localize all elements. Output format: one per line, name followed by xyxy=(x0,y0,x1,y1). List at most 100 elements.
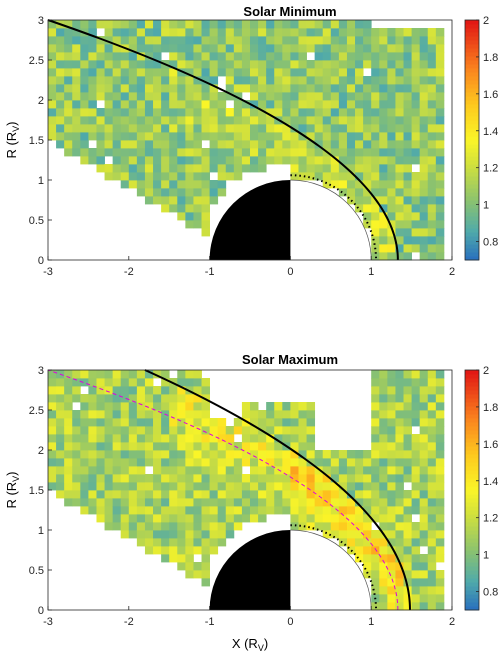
heatmap-cell xyxy=(419,156,429,165)
x-tick-label: -3 xyxy=(43,616,53,628)
heatmap-cell xyxy=(411,116,421,125)
heatmap-cell xyxy=(48,378,57,387)
colorbar-segment xyxy=(465,232,479,237)
heatmap-cell xyxy=(88,84,97,93)
heatmap-cell xyxy=(395,514,404,523)
heatmap-cell xyxy=(322,506,332,515)
heatmap-cell xyxy=(161,84,170,93)
heatmap-cell xyxy=(419,164,429,173)
heatmap-cell xyxy=(209,458,219,467)
heatmap-cell xyxy=(306,92,316,101)
heatmap-cell xyxy=(290,466,299,475)
heatmap-cell xyxy=(403,554,412,563)
heatmap-cell xyxy=(225,132,235,141)
heatmap-cell xyxy=(379,148,388,157)
heatmap-cell xyxy=(346,20,356,29)
heatmap-cell xyxy=(435,450,445,459)
heatmap-cell xyxy=(209,546,219,555)
heatmap-cell xyxy=(169,148,178,157)
heatmap-cell xyxy=(274,20,283,29)
colorbar-segment xyxy=(465,598,479,603)
y-tick-label: 1 xyxy=(38,525,44,537)
heatmap-cell xyxy=(64,394,73,403)
heatmap-cell xyxy=(330,530,340,539)
heatmap-cell xyxy=(290,450,299,459)
heatmap-cell xyxy=(250,474,259,483)
heatmap-cell xyxy=(56,100,65,109)
heatmap-cell xyxy=(201,180,210,189)
heatmap-cell xyxy=(72,490,81,499)
heatmap-cell xyxy=(177,442,186,451)
heatmap-cell xyxy=(161,386,170,395)
heatmap-cell xyxy=(258,164,267,173)
heatmap-cell xyxy=(201,44,210,53)
colorbar-segment xyxy=(465,244,479,249)
heatmap-cell xyxy=(233,498,243,507)
heatmap-cell xyxy=(306,522,316,531)
colorbar-segment xyxy=(465,434,479,439)
heatmap-cell xyxy=(104,60,114,69)
heatmap-cell xyxy=(80,426,89,435)
heatmap-cell xyxy=(169,394,178,403)
heatmap-cell xyxy=(88,108,97,117)
heatmap-cell xyxy=(185,378,194,387)
heatmap-cell xyxy=(330,28,340,37)
colorbar-segment xyxy=(465,582,479,587)
heatmap-cell xyxy=(48,482,57,491)
heatmap-cell xyxy=(290,426,299,435)
heatmap-cell xyxy=(225,124,235,133)
heatmap-cell xyxy=(136,100,146,109)
heatmap-cell xyxy=(193,394,202,403)
heatmap-cell xyxy=(96,490,105,499)
heatmap-cell xyxy=(185,570,194,579)
heatmap-cell xyxy=(144,52,154,61)
heatmap-cell xyxy=(128,92,138,101)
heatmap-cell xyxy=(201,228,210,237)
heatmap-cell xyxy=(80,394,89,403)
heatmap-cell xyxy=(338,124,348,133)
colorbar-segment xyxy=(465,120,479,125)
heatmap-cell xyxy=(338,36,348,45)
heatmap-cell xyxy=(435,594,445,603)
heatmap-cell xyxy=(387,378,396,387)
heatmap-cell xyxy=(379,60,388,69)
heatmap-cell xyxy=(435,172,445,181)
colorbar-segment xyxy=(465,200,479,205)
heatmap-cell xyxy=(153,116,162,125)
heatmap-cell xyxy=(241,402,251,411)
heatmap-cell xyxy=(395,212,404,221)
heatmap-cell xyxy=(120,116,130,125)
heatmap-cell xyxy=(435,418,445,427)
heatmap-cell xyxy=(371,140,380,149)
heatmap-cell xyxy=(120,60,130,69)
heatmap-cell xyxy=(395,164,404,173)
heatmap-cell xyxy=(306,410,316,419)
heatmap-cell xyxy=(322,20,332,29)
heatmap-cell xyxy=(298,148,307,157)
heatmap-cell xyxy=(241,124,251,133)
heatmap-cell xyxy=(371,434,380,443)
heatmap-cell xyxy=(112,132,122,141)
heatmap-cell xyxy=(314,132,324,141)
heatmap-cell xyxy=(258,52,267,61)
heatmap-cell xyxy=(128,140,138,149)
heatmap-cell xyxy=(387,220,396,229)
heatmap-cell xyxy=(435,108,445,117)
heatmap-cell xyxy=(233,426,243,435)
heatmap-cell xyxy=(435,370,445,379)
colorbar-segment xyxy=(465,578,479,583)
heatmap-cell xyxy=(403,36,412,45)
heatmap-cell xyxy=(185,522,194,531)
heatmap-cell xyxy=(48,426,57,435)
heatmap-cell xyxy=(201,506,210,515)
heatmap-cell xyxy=(435,474,445,483)
colorbar-tick-label: 1.6 xyxy=(483,439,498,451)
heatmap-cell xyxy=(177,124,186,133)
heatmap-cell xyxy=(185,514,194,523)
heatmap-cell xyxy=(201,386,210,395)
x-tick-label: -2 xyxy=(124,616,134,628)
heatmap-cell xyxy=(185,188,194,197)
heatmap-cell xyxy=(64,92,73,101)
heatmap-cell xyxy=(395,602,404,611)
heatmap-cell xyxy=(80,52,89,61)
